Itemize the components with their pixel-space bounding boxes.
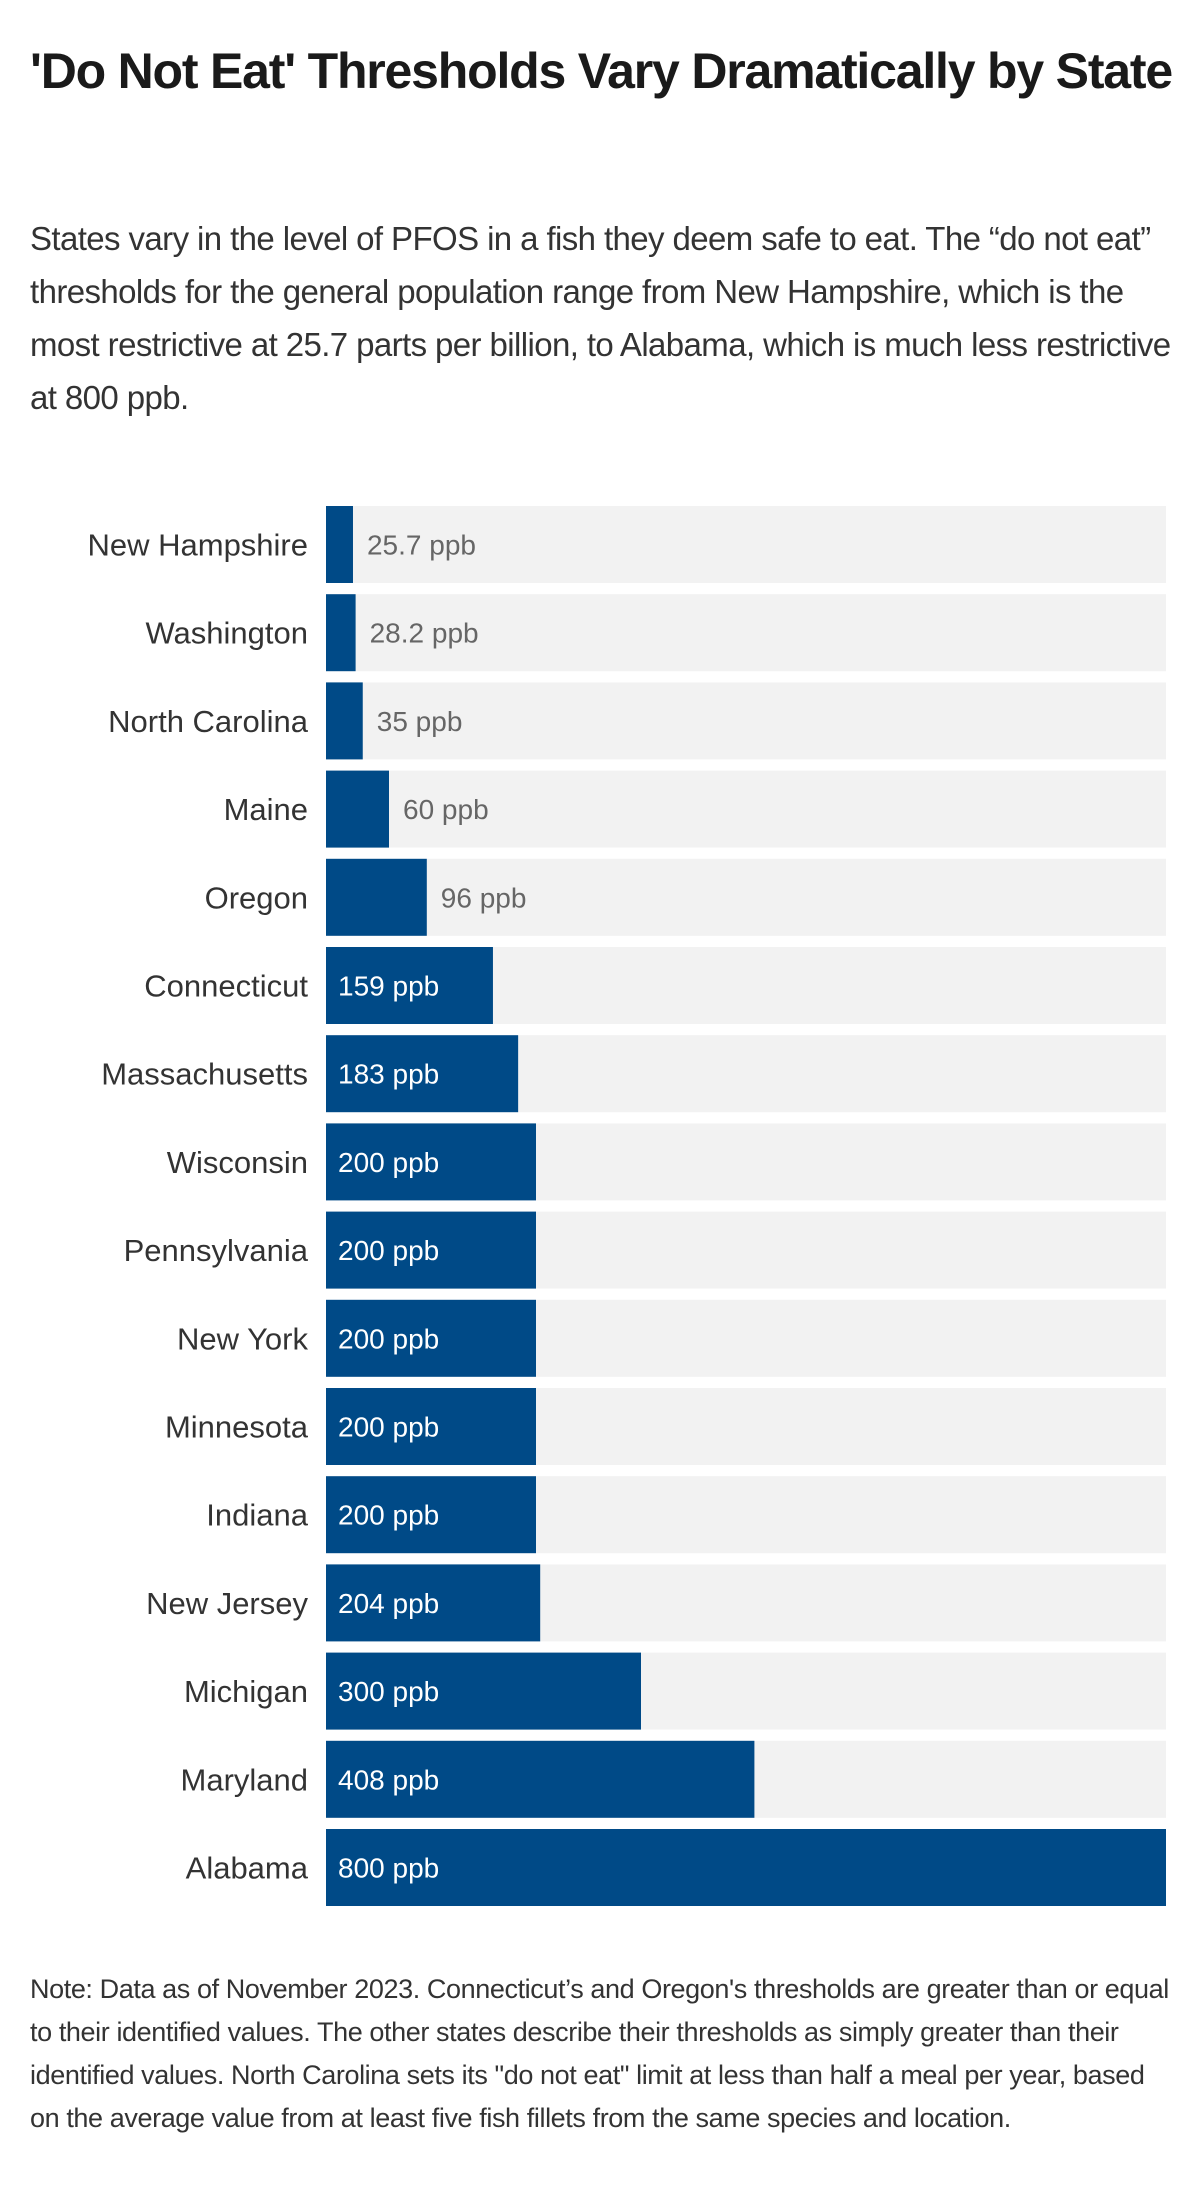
category-label: Connecticut — [144, 969, 308, 1004]
data-label: 200 ppb — [338, 1500, 439, 1531]
data-label: 28.2 ppb — [370, 618, 479, 649]
bar — [326, 947, 493, 1024]
bar — [326, 1829, 1166, 1906]
bar — [326, 1652, 641, 1730]
bar-track — [326, 858, 1166, 936]
data-label: 408 ppb — [338, 1764, 439, 1795]
data-label: 35 ppb — [377, 706, 463, 737]
category-label: Massachusetts — [101, 1057, 308, 1092]
bar — [326, 858, 427, 936]
data-label: 200 ppb — [338, 1323, 439, 1354]
bar — [326, 682, 363, 760]
category-label: New Hampshire — [87, 528, 308, 563]
category-label: Maine — [224, 792, 308, 827]
data-label: 200 ppb — [338, 1235, 439, 1266]
chart-note: Note: Data as of November 2023. Connecti… — [30, 1974, 1169, 2133]
chart-title: 'Do Not Eat' Thresholds Vary Dramaticall… — [30, 43, 1173, 99]
category-label: New York — [177, 1321, 308, 1356]
data-label: 200 ppb — [338, 1147, 439, 1178]
bar — [326, 1299, 536, 1377]
bar — [326, 770, 389, 848]
bar — [326, 1388, 536, 1465]
data-label: 300 ppb — [338, 1676, 439, 1707]
data-label: 159 ppb — [338, 971, 439, 1002]
category-label: Oregon — [205, 880, 308, 915]
category-label: Minnesota — [165, 1410, 309, 1445]
category-label: North Carolina — [108, 704, 309, 739]
category-label: Indiana — [206, 1498, 308, 1533]
data-label: 25.7 ppb — [367, 530, 476, 561]
bar-track — [326, 770, 1166, 848]
bar — [326, 1123, 536, 1201]
category-label: Alabama — [186, 1851, 309, 1886]
bar-track — [326, 506, 1166, 583]
category-label: Washington — [145, 616, 308, 651]
data-label: 96 ppb — [441, 882, 527, 913]
bar — [326, 1211, 536, 1289]
data-label: 200 ppb — [338, 1412, 439, 1443]
data-label: 204 ppb — [338, 1588, 439, 1619]
category-label: Pennsylvania — [124, 1233, 309, 1268]
data-label: 183 ppb — [338, 1059, 439, 1090]
bar — [326, 506, 353, 583]
bar-track — [326, 594, 1166, 672]
bar — [326, 1564, 541, 1642]
data-label: 800 ppb — [338, 1853, 439, 1884]
bar — [326, 1740, 755, 1818]
data-label: 60 ppb — [403, 794, 489, 825]
bar — [326, 594, 356, 672]
bar-chart: New Hampshire 25.7 ppb Washington 28.2 ppb N… — [87, 506, 1166, 1906]
category-label: Maryland — [181, 1762, 309, 1797]
category-label: Michigan — [184, 1674, 308, 1709]
bar — [326, 1035, 519, 1113]
bar — [326, 1476, 536, 1554]
category-label: Wisconsin — [167, 1145, 308, 1180]
chart-subtitle: States vary in the level of PFOS in a fi… — [30, 220, 1171, 416]
category-label: New Jersey — [146, 1586, 308, 1621]
bar-track — [326, 682, 1166, 760]
